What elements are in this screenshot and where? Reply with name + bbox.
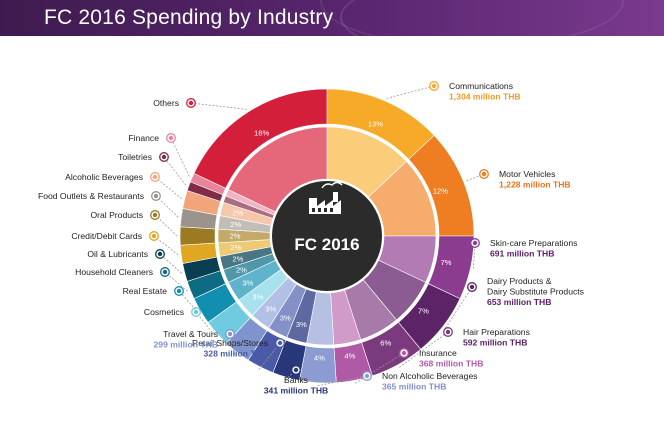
category-label: Banks xyxy=(284,375,308,385)
leader-line xyxy=(170,137,190,177)
percent-label: 2% xyxy=(230,232,241,241)
slice-inner-others xyxy=(227,126,328,213)
percent-label: 4% xyxy=(314,353,325,362)
category-label: Real Estate xyxy=(123,286,168,296)
marker-dot-fill xyxy=(401,350,407,356)
leader-line xyxy=(445,286,473,329)
category-label: Food Outlets & Restaurants xyxy=(38,191,144,201)
category-label: Insurance xyxy=(419,348,457,358)
marker-dot-fill xyxy=(445,329,451,335)
category-label: Oil & Lubricants xyxy=(87,249,148,259)
category-label: Non Alcoholic Beverages xyxy=(382,371,478,381)
category-label: Others xyxy=(153,98,179,108)
percent-label: 2% xyxy=(232,209,243,218)
value-label: 299 million THB xyxy=(154,340,218,350)
leader-line xyxy=(155,195,179,218)
value-label: 653 million THB xyxy=(487,297,551,307)
category-label: Dairy Products & xyxy=(487,276,552,286)
category-label: Oral Products xyxy=(90,210,143,220)
percent-label: 12% xyxy=(433,187,448,196)
category-label: Finance xyxy=(128,133,159,143)
marker-dot-fill xyxy=(469,284,475,290)
category-label: Toiletries xyxy=(118,152,152,162)
marker-dot-fill xyxy=(481,171,487,177)
page-title: FC 2016 Spending by Industry xyxy=(44,6,334,29)
percent-label: 4% xyxy=(344,351,355,360)
category-label: Retail Shops/Stores xyxy=(192,338,268,348)
percent-label: 3% xyxy=(296,320,307,329)
separator-ring xyxy=(215,124,439,348)
leader-line xyxy=(399,331,449,368)
leader-line xyxy=(164,271,188,292)
percent-label: 3% xyxy=(265,304,276,313)
header-bar: FC 2016 Spending by Industry xyxy=(0,0,664,36)
percent-label: 6% xyxy=(380,339,391,348)
leader-line xyxy=(386,85,435,99)
value-label: 691 million THB xyxy=(490,249,554,259)
marker-dot-fill xyxy=(472,240,478,246)
percent-label: 2% xyxy=(232,254,243,263)
marker-dot-fill xyxy=(152,174,158,180)
marker-dot-fill xyxy=(188,100,194,106)
leader-line xyxy=(354,352,405,384)
value-label: 592 million THB xyxy=(463,338,527,348)
category-label: Motor Vehicles xyxy=(499,169,555,179)
percent-label: 2% xyxy=(230,243,241,252)
factory-icon xyxy=(309,181,343,214)
percent-label: 3% xyxy=(280,314,291,323)
leader-line xyxy=(195,311,215,336)
leader-line xyxy=(159,253,182,274)
leader-line xyxy=(317,375,368,387)
category-label: Skin-care Preparations xyxy=(490,238,577,248)
marker-dot-fill xyxy=(176,288,182,294)
slice-oral-products xyxy=(179,226,216,246)
category-label: Household Cleaners xyxy=(75,267,153,277)
value-label: 1,228 million THB xyxy=(499,180,571,190)
value-label: 341 million THB xyxy=(264,386,328,396)
percent-label: 2% xyxy=(230,220,241,229)
marker-dot-fill xyxy=(364,373,370,379)
marker-dot-fill xyxy=(157,251,163,257)
marker-dot-fill xyxy=(161,154,167,160)
marker-dot-fill xyxy=(293,367,299,373)
percent-label: 7% xyxy=(418,306,429,315)
center-label: FC 2016 xyxy=(294,235,359,254)
category-label: Communications xyxy=(449,81,513,91)
category-label: Hair Preparations xyxy=(463,327,530,337)
percent-label: 3% xyxy=(242,278,253,287)
value-label: 1,304 million THB xyxy=(449,92,521,102)
marker-dot-fill xyxy=(152,212,158,218)
category-label: Dairy Substitute Products xyxy=(487,287,584,297)
leader-line xyxy=(163,156,187,186)
percent-label: 7% xyxy=(441,258,452,267)
marker-dot-fill xyxy=(227,331,233,337)
center-circle xyxy=(272,181,382,291)
leader-line xyxy=(154,214,178,237)
marker-dot-fill xyxy=(277,340,283,346)
marker-dot-fill xyxy=(153,193,159,199)
value-label: 365 million THB xyxy=(382,382,446,392)
category-label: Travel & Tours xyxy=(163,329,218,339)
category-label: Credit/Debit Cards xyxy=(71,231,142,241)
leader-line xyxy=(472,242,476,269)
value-label: 368 million THB xyxy=(419,359,483,369)
marker-dot-fill xyxy=(151,233,157,239)
marker-dot-fill xyxy=(431,83,437,89)
percent-label: 2% xyxy=(236,265,247,274)
percent-label: 13% xyxy=(368,120,383,129)
category-label: Alcoholic Beverages xyxy=(65,172,143,182)
percent-label: 18% xyxy=(254,129,269,138)
percent-label: 3% xyxy=(252,292,263,301)
value-label: 328 million THB xyxy=(204,349,268,359)
category-label: Cosmetics xyxy=(144,307,184,317)
marker-dot-fill xyxy=(168,135,174,141)
leader-line xyxy=(178,290,199,313)
marker-dot-fill xyxy=(162,269,168,275)
leader-line xyxy=(190,102,247,110)
leader-line xyxy=(153,235,179,256)
